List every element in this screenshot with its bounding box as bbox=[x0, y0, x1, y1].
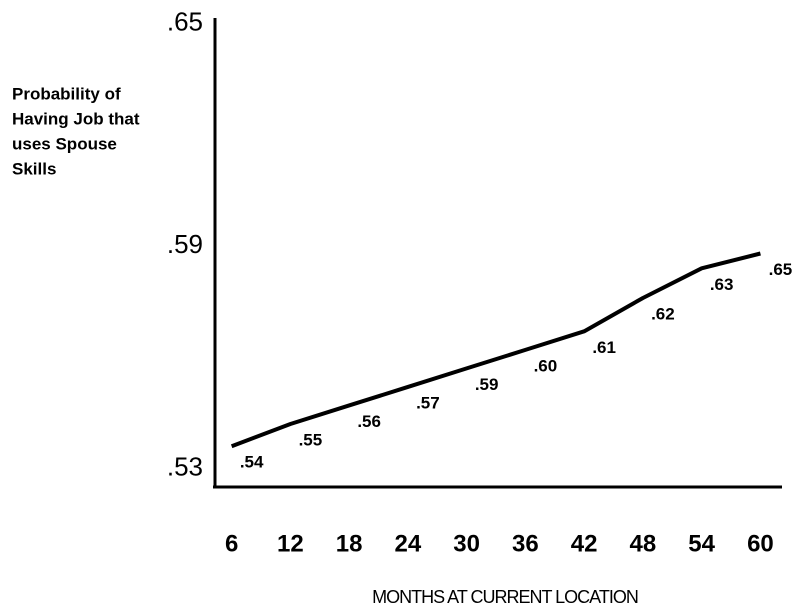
x-tick-label: 24 bbox=[395, 530, 422, 557]
x-tick-label: 6 bbox=[225, 530, 238, 557]
y-tick-label: .65 bbox=[167, 7, 203, 37]
x-tick-label: 18 bbox=[336, 530, 363, 557]
line bbox=[230, 251, 761, 449]
x-tick-label: 12 bbox=[277, 530, 304, 557]
x-axis-label: MONTHS AT CURRENT LOCATION bbox=[372, 587, 638, 607]
point-label: .56 bbox=[357, 412, 381, 431]
y-axis-label: Probability of bbox=[12, 84, 121, 103]
y-axis-label: Skills bbox=[12, 159, 56, 178]
x-tick-label: 42 bbox=[571, 530, 598, 557]
point-label: .65 bbox=[769, 260, 793, 279]
y-tick-label: .59 bbox=[167, 229, 203, 259]
x-tick-label: 48 bbox=[630, 530, 657, 557]
point-label: .63 bbox=[710, 275, 734, 294]
x-tick-label: 60 bbox=[747, 530, 774, 557]
point-label: .54 bbox=[240, 453, 264, 472]
point-label: .61 bbox=[592, 338, 616, 357]
point-label: .62 bbox=[651, 304, 675, 323]
x-tick-label: 36 bbox=[512, 530, 539, 557]
x-tick-label: 30 bbox=[453, 530, 480, 557]
y-tick-label: .53 bbox=[167, 451, 203, 481]
point-label: .57 bbox=[416, 393, 440, 412]
y-axis-label: Having Job that bbox=[12, 109, 140, 128]
point-label: .60 bbox=[534, 356, 558, 375]
point-label: .59 bbox=[475, 375, 499, 394]
x-tick-label: 54 bbox=[688, 530, 715, 557]
point-label: .55 bbox=[299, 430, 323, 449]
y-axis-label: uses Spouse bbox=[12, 134, 117, 153]
